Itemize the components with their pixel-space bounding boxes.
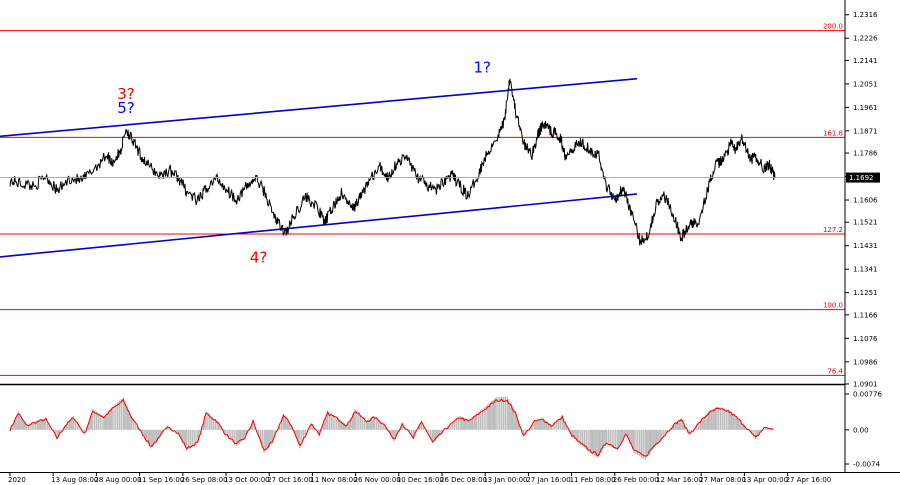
x-tick-label: 11 Sep 16:00 (138, 476, 185, 484)
wave-label: 3? (117, 85, 135, 103)
x-tick-label: 13 Aug 08:00 (51, 476, 98, 484)
x-tick-label: 28 Aug 00:00 (94, 476, 141, 484)
x-tick-label: 26 Nov 00:00 (354, 476, 401, 484)
price-pane[interactable]: 200.0 161.8 127.2 100.0 76.4 3?5? 4? 1? (0, 23, 845, 376)
channel-line[interactable] (0, 77, 637, 138)
osc-signal-line[interactable] (9, 398, 774, 457)
x-tick-label: 27 Oct 16:00 (267, 476, 313, 484)
channel-line[interactable] (0, 193, 637, 258)
y-tick-label: 1.1251 (853, 289, 878, 297)
osc-y-tick-label: 0.00776 (853, 391, 882, 399)
price-series-line[interactable] (9, 78, 776, 246)
y-tick-label: 1.0986 (853, 358, 878, 366)
x-tick-label: 11 Feb 08:00 (570, 476, 616, 484)
x-tick-label: 11 Nov 08:00 (310, 476, 357, 484)
wave-label: 1? (473, 58, 491, 76)
oscillator-pane[interactable] (9, 396, 774, 460)
y-tick-label: 1.1341 (853, 266, 878, 274)
y-tick-label: 1.1961 (853, 104, 878, 112)
fib-level-label: 127.2 (823, 226, 843, 234)
y-tick-label: 1.2141 (853, 57, 878, 65)
fib-level-label: 200.0 (823, 23, 843, 31)
x-tick-label: 13 Oct 00:00 (224, 476, 270, 484)
price-axis: 1.2316 1.2226 1.2141 1.2051 1.1961 1.1871 1.17… (0, 0, 900, 473)
y-tick-label: 1.2316 (853, 11, 878, 19)
y-tick-label: 1.2226 (853, 35, 878, 43)
fib-level-label: 161.8 (823, 129, 843, 137)
y-tick-label: 1.1521 (853, 219, 878, 227)
x-tick-label: 27 Jan 16:00 (526, 476, 570, 484)
y-tick-label: 1.1871 (853, 127, 878, 135)
y-tick-label: 1.1431 (853, 242, 878, 250)
y-tick-label: 1.1606 (853, 197, 878, 205)
x-tick-label: 27 Mar 08:00 (699, 476, 746, 484)
x-tick-label: 12 Mar 16:00 (656, 476, 703, 484)
x-tick-label: 26 Feb 00:00 (613, 476, 659, 484)
x-tick-label: 13 Jan 00:00 (483, 476, 527, 484)
x-tick-label: 26 Sep 08:00 (181, 476, 228, 484)
x-tick-label: 13 Apr 00:00 (742, 476, 788, 484)
x-tick-label: 2020 (8, 476, 26, 484)
fib-level-label: 76.4 (827, 367, 843, 375)
x-tick-label: 26 Dec 08:00 (440, 476, 487, 484)
osc-y-tick-label: -0.0074 (853, 461, 881, 469)
wave-label: 4? (250, 249, 268, 267)
y-tick-label: 1.1166 (853, 311, 878, 319)
wave-label: 5? (117, 99, 135, 117)
osc-y-tick-label: 0.00 (853, 426, 869, 434)
y-tick-label: 1.1786 (853, 150, 878, 158)
y-tick-label: 1.2051 (853, 80, 878, 88)
fib-level-label: 100.0 (823, 302, 843, 310)
current-price-tag (846, 172, 880, 183)
current-price-label: 1.1692 (849, 174, 874, 182)
y-tick-label: 1.1076 (853, 335, 878, 343)
x-tick-label: 27 Apr 16:00 (786, 476, 832, 484)
y-tick-label: 1.0901 (853, 381, 878, 389)
x-tick-label: 10 Dec 16:00 (397, 476, 444, 484)
